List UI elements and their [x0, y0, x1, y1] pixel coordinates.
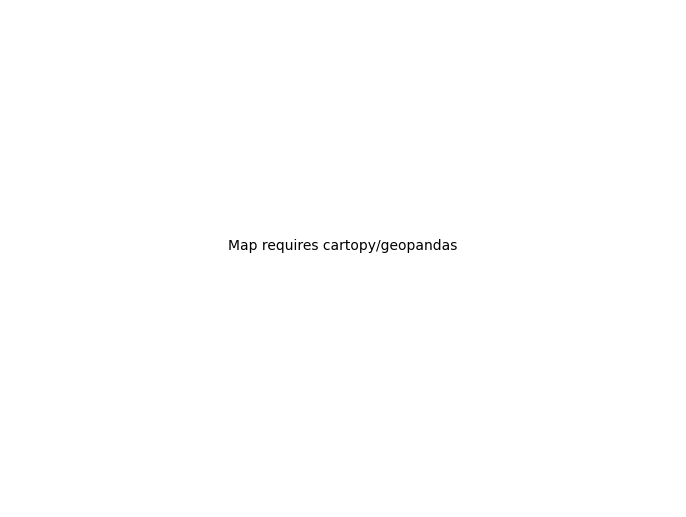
Text: Map requires cartopy/geopandas: Map requires cartopy/geopandas	[228, 238, 458, 253]
